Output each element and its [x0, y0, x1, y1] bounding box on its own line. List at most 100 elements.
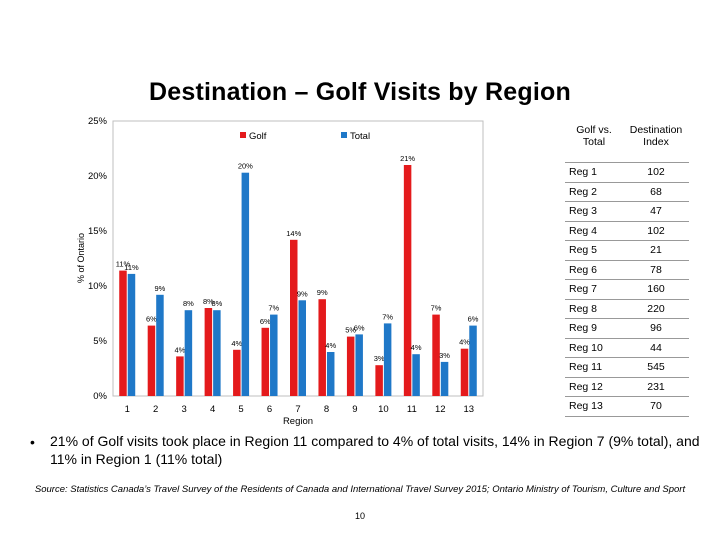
source-note: Source: Statistics Canada’s Travel Surve…	[34, 484, 686, 495]
legend-swatch-total	[341, 132, 347, 138]
golf-bar	[204, 308, 213, 396]
golf-bar	[119, 270, 127, 396]
x-tick-label: 10	[378, 404, 389, 415]
table-cell-index: 102	[623, 220, 689, 241]
table-cell-region: Reg 11	[565, 357, 623, 377]
table-cell-index: 78	[623, 259, 689, 280]
y-tick-label: 20%	[88, 171, 108, 182]
table-cell-region: Reg 1	[565, 162, 623, 182]
x-tick-label: 11	[407, 404, 417, 415]
golf-bar	[375, 365, 383, 396]
table-cell-region: Reg 12	[565, 376, 623, 397]
total-data-label: 6%	[468, 315, 479, 324]
total-data-label: 9%	[155, 284, 166, 293]
table-cell-index: 545	[623, 357, 689, 377]
golf-bar	[233, 349, 241, 396]
page-title: Destination – Golf Visits by Region	[149, 78, 571, 106]
table-cell-region: Reg 8	[565, 298, 623, 319]
table-cell-index: 160	[623, 279, 689, 299]
golf-data-label: 11%	[116, 260, 131, 269]
x-tick-label: 13	[463, 404, 474, 415]
total-data-label: 20%	[238, 162, 253, 171]
golf-data-label: 21%	[400, 154, 415, 163]
table-header-golf-vs-total: Golf vs. Total	[576, 124, 612, 148]
total-data-label: 11%	[124, 263, 139, 272]
table-cell-region: Reg 9	[565, 318, 623, 338]
total-data-label: 4%	[325, 341, 336, 350]
table-cell-region: Reg 10	[565, 337, 623, 358]
x-tick-label: 9	[352, 404, 357, 415]
golf-bar	[403, 165, 412, 396]
table-cell-region: Reg 4	[565, 220, 623, 241]
table-cell-index: 21	[623, 240, 689, 260]
total-data-label: 7%	[268, 304, 279, 313]
total-bar	[469, 325, 477, 396]
total-bar	[213, 310, 221, 396]
table-cell-index: 70	[623, 396, 689, 417]
y-axis-label: % of Ontario	[76, 233, 86, 283]
total-data-label: 3%	[439, 351, 450, 360]
total-data-label: 4%	[411, 343, 422, 352]
golf-bar	[261, 327, 270, 396]
table-cell-region: Reg 6	[565, 259, 623, 280]
total-bar	[355, 334, 363, 396]
table-cell-index: 44	[623, 337, 689, 358]
golf-data-label: 6%	[260, 317, 271, 326]
legend-swatch-golf	[240, 132, 246, 138]
golf-data-label: 8%	[203, 297, 214, 306]
golf-data-label: 6%	[146, 315, 157, 324]
table-cell-region: Reg 13	[565, 396, 623, 417]
golf-bar	[460, 348, 469, 396]
table-row: Reg 4 102	[565, 220, 689, 241]
total-data-label: 9%	[297, 289, 308, 298]
x-axis-label: Region	[283, 416, 313, 427]
table-cell-region: Reg 5	[565, 240, 623, 260]
total-bar	[383, 323, 392, 396]
golf-data-label: 4%	[459, 338, 470, 347]
total-bar	[298, 300, 306, 396]
total-bar	[412, 354, 420, 396]
total-bar	[156, 294, 164, 396]
plot-area-frame	[112, 120, 484, 397]
x-tick-label: 5	[238, 404, 243, 415]
x-tick-label: 1	[125, 404, 130, 415]
total-data-label: 6%	[354, 323, 365, 332]
table-row: Reg 9 96	[565, 318, 689, 338]
golf-bar	[346, 336, 355, 396]
summary-note: 21% of Golf visits took place in Region …	[50, 433, 700, 467]
total-data-label: 7%	[382, 312, 393, 321]
x-tick-label: 3	[182, 404, 187, 415]
table-cell-index: 231	[623, 376, 689, 397]
y-tick-label: 5%	[93, 336, 107, 347]
table-cell-region: Reg 3	[565, 201, 623, 221]
golf-data-label: 14%	[286, 229, 301, 238]
table-cell-index: 68	[623, 181, 689, 202]
table-cell-index: 220	[623, 298, 689, 319]
total-bar	[127, 273, 136, 396]
table-cell-region: Reg 2	[565, 181, 623, 202]
x-tick-label: 2	[153, 404, 158, 415]
page-number: 10	[354, 511, 365, 521]
golf-data-label: 5%	[345, 326, 356, 335]
table-row: Reg 2 68	[565, 181, 689, 202]
total-bar	[184, 310, 193, 396]
total-bar	[241, 172, 250, 396]
bullet-icon: •	[30, 434, 35, 450]
golf-data-label: 4%	[174, 345, 185, 354]
total-bar	[440, 361, 449, 396]
x-tick-label: 12	[435, 404, 446, 415]
table-cell-index: 47	[623, 201, 689, 221]
table-row: Reg 7 160	[565, 279, 689, 299]
golf-data-label: 7%	[431, 304, 442, 313]
table-row: Reg 6 78	[565, 259, 689, 280]
golf-data-label: 9%	[317, 288, 328, 297]
x-tick-label: 4	[210, 404, 215, 415]
table-header-destination-index: Destination Index	[629, 124, 683, 148]
table-row: Reg 12 231	[565, 376, 689, 397]
golf-bar	[432, 314, 440, 396]
y-tick-label: 10%	[88, 281, 108, 292]
table-cell-index: 96	[623, 318, 689, 338]
total-bar	[326, 352, 335, 396]
y-tick-label: 0%	[93, 391, 107, 402]
